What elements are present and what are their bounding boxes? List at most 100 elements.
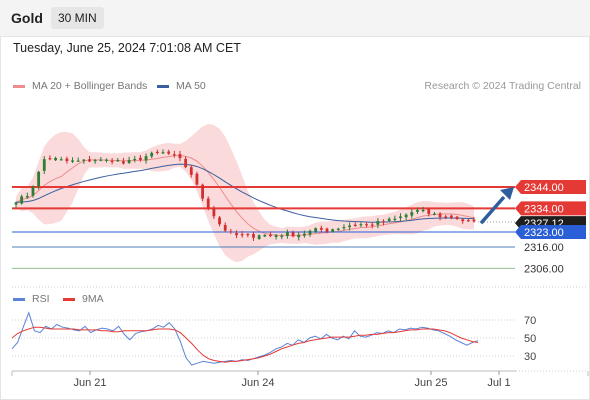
candle-body: [399, 216, 402, 219]
candle-body: [365, 224, 368, 226]
candle-body: [444, 216, 448, 218]
level-tag-2344.00-bg: [515, 180, 586, 194]
candle-body: [325, 228, 329, 232]
rsi-swatch: [13, 297, 25, 301]
candle-body: [65, 158, 69, 162]
ma50-swatch: [157, 84, 169, 88]
level-tag-2344.00: 2344.00: [524, 182, 564, 194]
candle-body: [127, 159, 131, 164]
ma50-line: [15, 163, 475, 223]
x-tick-label: Jun 25: [414, 377, 447, 389]
candle-body: [105, 159, 108, 161]
candle-body: [212, 207, 216, 217]
candle-body: [37, 171, 41, 187]
candle-body: [421, 209, 425, 212]
candle-body: [376, 221, 380, 225]
candle-body: [331, 229, 335, 233]
candle-body: [59, 159, 63, 161]
chart-header: Gold 30 MIN: [0, 0, 590, 37]
candle-body: [319, 227, 323, 230]
forecast-arrow: [479, 195, 506, 225]
candle-body: [252, 234, 255, 238]
candle-body: [269, 234, 272, 237]
candle-body: [308, 230, 312, 235]
9ma-swatch: [63, 297, 75, 301]
candle-body: [229, 231, 233, 233]
candle-body: [172, 154, 176, 156]
candle-body: [382, 221, 385, 223]
candle-body: [410, 212, 414, 216]
level-label-2316.00: 2316.00: [524, 242, 564, 254]
candle-body: [466, 220, 470, 222]
candle-body: [195, 173, 199, 185]
candle-body: [472, 219, 476, 222]
candle-body: [393, 218, 397, 220]
timeframe-badge[interactable]: 30 MIN: [51, 7, 104, 29]
level-label-2306.00: 2306.00: [524, 263, 564, 275]
timestamp: Tuesday, June 25, 2024 7:01:08 AM CET: [13, 41, 241, 55]
candle-body: [161, 152, 165, 154]
ma20-line: [15, 154, 475, 237]
legend-ma20: MA 20 + Bollinger Bands: [13, 80, 147, 92]
level-tag-2323.00-bg: [515, 225, 586, 239]
level-tag-2334.00: 2334.00: [524, 203, 564, 215]
candle-body: [246, 233, 250, 236]
candle-body: [178, 153, 182, 159]
candle-body: [167, 151, 171, 154]
candle-body: [138, 157, 142, 160]
candle-body: [302, 233, 306, 236]
legend-ma20-label: MA 20 + Bollinger Bands: [32, 80, 148, 92]
candle-body: [155, 151, 159, 154]
candle-body: [82, 159, 86, 161]
candle-body: [416, 210, 419, 212]
candle-body: [189, 167, 193, 175]
candle-body: [93, 160, 97, 162]
candle-body: [184, 158, 188, 168]
candle-body: [71, 160, 74, 162]
symbol-title: Gold: [11, 10, 43, 26]
candle-body: [144, 156, 148, 161]
candle-body: [257, 235, 261, 239]
candle-body: [263, 234, 267, 237]
x-tick-label: Jun 24: [241, 377, 274, 389]
candle-body: [274, 235, 278, 237]
candle-body: [342, 227, 346, 229]
legend-9ma: 9MA: [63, 293, 104, 305]
legend-rsi: RSI: [13, 293, 50, 305]
ma20-swatch: [13, 84, 25, 88]
candle-body: [110, 160, 114, 163]
legend-rsi-label: RSI: [32, 293, 50, 305]
x-tick-label: Jun 21: [73, 377, 106, 389]
candle-body: [235, 233, 238, 236]
rsi-tick-50: 50: [524, 333, 536, 345]
candle-body: [223, 225, 227, 231]
x-tick-label: Jul 1: [487, 377, 510, 389]
candle-body: [286, 232, 289, 236]
candle-body: [133, 158, 137, 161]
candle-body: [99, 159, 103, 161]
candle-body: [25, 196, 29, 198]
legend-ma50: MA 50: [157, 80, 206, 92]
candle-body: [359, 224, 363, 226]
level-tag-2334.00-bg: [515, 201, 586, 216]
candle-body: [297, 234, 301, 238]
candle-body: [54, 157, 57, 161]
candle-body: [218, 217, 221, 225]
candle-body: [240, 234, 244, 236]
candle-body: [455, 216, 459, 219]
candle-body: [433, 213, 436, 215]
candle-body: [370, 224, 374, 226]
rsi-tick-30: 30: [524, 351, 536, 363]
candle-body: [48, 158, 52, 160]
candle-body: [353, 224, 357, 226]
candle-body: [427, 209, 431, 215]
candle-body: [314, 228, 318, 232]
rsi-ma-line: [11, 326, 479, 363]
candle-body: [76, 160, 80, 162]
candle-body: [387, 218, 391, 221]
legend-ma50-label: MA 50: [176, 80, 206, 92]
credit: Research © 2024 Trading Central: [424, 80, 581, 92]
candle-body: [14, 202, 18, 205]
candle-body: [461, 219, 465, 222]
